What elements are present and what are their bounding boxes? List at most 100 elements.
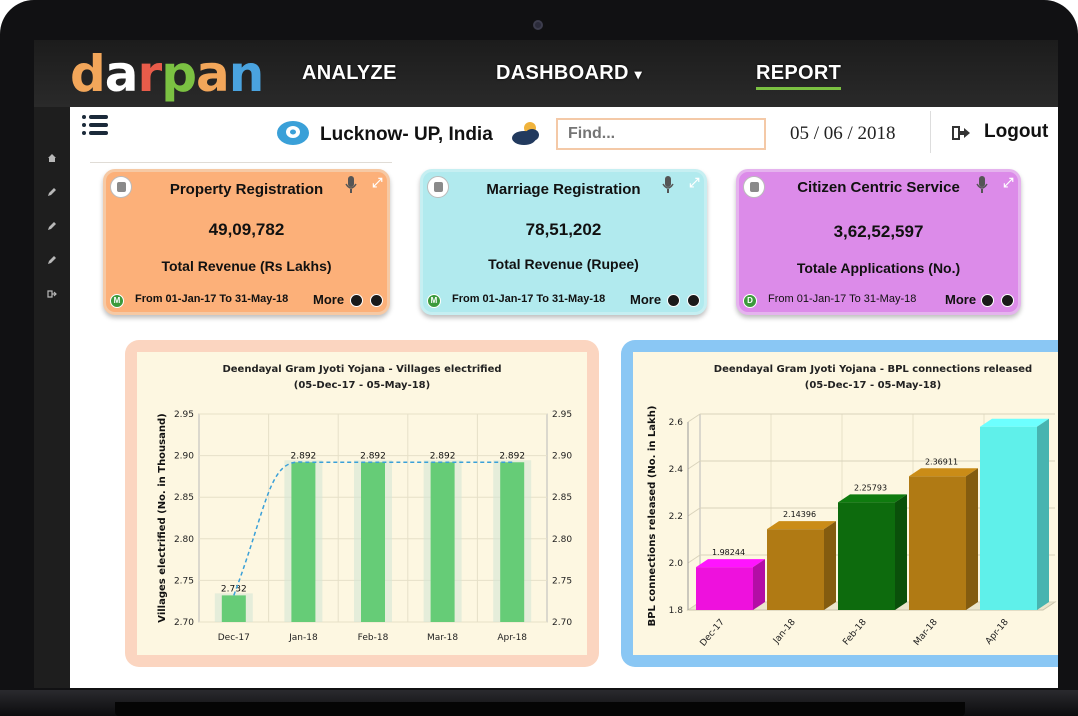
data-label: 2.25793: [854, 483, 887, 492]
chart-area: Deendayal Gram Jyoti Yojana - BPL connec…: [633, 352, 1058, 655]
logo-letter: a: [104, 45, 139, 103]
y-tick-label: 2.80: [174, 535, 194, 545]
building-icon: [427, 176, 449, 198]
nav-dashboard-label: DASHBOARD: [496, 62, 629, 84]
laptop-base-notch: [115, 702, 965, 716]
card-title: Marriage Registration: [486, 181, 641, 198]
y-tick-label: 2.95: [174, 410, 194, 420]
bar: [696, 567, 753, 610]
y2-tick-label: 2.80: [552, 535, 572, 545]
grid-line: [687, 554, 701, 564]
grid-line: [687, 413, 701, 423]
x-tick-label: Apr-18: [497, 633, 527, 643]
card-status-icon: D: [743, 294, 757, 308]
y-axis-label: Villages electrified (No. in Thousand): [157, 413, 168, 622]
nav-analyze[interactable]: ANALYZE: [302, 62, 397, 84]
microphone-icon[interactable]: [661, 175, 675, 195]
bar-top: [767, 521, 836, 530]
more-link[interactable]: More: [313, 292, 345, 307]
y-tick-label: 2.6: [669, 418, 684, 428]
expand-icon[interactable]: ⤢: [372, 175, 383, 190]
data-label: 2.36911: [925, 457, 958, 466]
bar: [361, 462, 385, 622]
y-tick-label: 2.4: [669, 465, 684, 475]
logo-letter: n: [228, 45, 265, 103]
bar-side: [753, 559, 765, 610]
y-tick-label: 2.2: [669, 512, 683, 522]
nav-dashboard[interactable]: DASHBOARD ▾: [496, 62, 642, 85]
logo-letter: a: [196, 45, 230, 103]
bar: [767, 529, 824, 610]
x-tick-label: Mar-18: [427, 633, 458, 643]
x-tick-label: Feb-18: [358, 633, 389, 643]
logout-button[interactable]: Logout: [984, 121, 1049, 142]
data-label: 2.892: [291, 451, 317, 461]
microphone-icon[interactable]: [975, 175, 989, 195]
x-tick-label: Dec-17: [218, 633, 250, 643]
card-title: Citizen Centric Service: [797, 179, 960, 196]
bar-side: [966, 468, 978, 610]
more-arrow-icon[interactable]: [667, 294, 680, 307]
chevron-down-icon: ▾: [634, 66, 642, 82]
divider: [90, 162, 392, 163]
y2-tick-label: 2.75: [552, 576, 572, 586]
microphone-icon[interactable]: [344, 175, 358, 195]
more-link[interactable]: More: [630, 292, 662, 307]
menu-icon[interactable]: [82, 115, 108, 137]
data-label: 2.892: [499, 451, 525, 461]
nav-report[interactable]: REPORT: [756, 62, 842, 90]
bpl-connections-chart: Deendayal Gram Jyoti Yojana - BPL connec…: [647, 364, 1057, 649]
more-arrow-icon[interactable]: [981, 294, 994, 307]
bar-side: [824, 521, 836, 610]
pencil-icon[interactable]: [47, 187, 57, 197]
x-tick-label: Mar-18: [912, 617, 940, 647]
bar: [500, 462, 525, 622]
data-label: 2.892: [360, 451, 386, 461]
card-value: 49,09,782: [208, 220, 285, 239]
weather-icon: [512, 122, 539, 145]
x-tick-label: Jan-18: [771, 617, 798, 646]
chart-title: Deendayal Gram Jyoti Yojana - Villages e…: [222, 364, 501, 375]
card-date-range: From 01-Jan-17 To 31-May-18: [135, 293, 289, 305]
search-input[interactable]: [556, 118, 766, 150]
more-arrow-icon[interactable]: [350, 294, 363, 307]
bar-top: [696, 559, 765, 568]
pencil-icon[interactable]: [47, 255, 57, 265]
y2-tick-label: 2.90: [552, 452, 572, 462]
logo-letter: r: [137, 45, 163, 103]
options-icon[interactable]: [1001, 294, 1014, 307]
card-title: Property Registration: [169, 181, 324, 198]
location-label: Lucknow- UP, India: [320, 124, 493, 145]
data-label: 1.98244: [712, 548, 745, 557]
card-date-range: From 01-Jan-17 To 31-May-18: [768, 293, 917, 305]
expand-icon[interactable]: ⤢: [1003, 175, 1014, 190]
card-label: Total Revenue (Rupee): [488, 256, 639, 272]
chart-title: Deendayal Gram Jyoti Yojana - BPL connec…: [714, 364, 1032, 375]
grid-line: [687, 460, 701, 470]
more-link[interactable]: More: [945, 292, 977, 307]
expand-icon[interactable]: ⤢: [689, 175, 700, 190]
chart-subtitle: (05-Dec-17 - 05-May-18): [805, 380, 941, 391]
card-status-icon: M: [427, 294, 441, 308]
card-label: Total Revenue (Rs Lakhs): [161, 258, 332, 274]
pencil-icon[interactable]: [47, 221, 57, 231]
y2-tick-label: 2.85: [552, 493, 572, 503]
chart-panel-bpl: Deendayal Gram Jyoti Yojana - BPL connec…: [621, 340, 1058, 667]
exit-icon[interactable]: [47, 289, 57, 299]
card-value: 3,62,52,597: [833, 222, 924, 241]
y-axis-label: BPL connections released (No. in Lakh): [647, 406, 658, 627]
bar: [838, 502, 895, 610]
options-icon[interactable]: [687, 294, 700, 307]
bar: [291, 462, 316, 622]
bar-side: [1037, 418, 1049, 610]
x-tick-label: Apr-18: [984, 617, 1011, 646]
x-tick-label: Dec-17: [698, 618, 726, 649]
home-icon[interactable]: [47, 153, 57, 163]
options-icon[interactable]: [370, 294, 383, 307]
logout-icon[interactable]: [952, 125, 972, 141]
building-icon: [110, 176, 132, 198]
card-status-icon: M: [110, 294, 124, 308]
chart-panel-villages: Deendayal Gram Jyoti Yojana - Villages e…: [125, 340, 599, 667]
